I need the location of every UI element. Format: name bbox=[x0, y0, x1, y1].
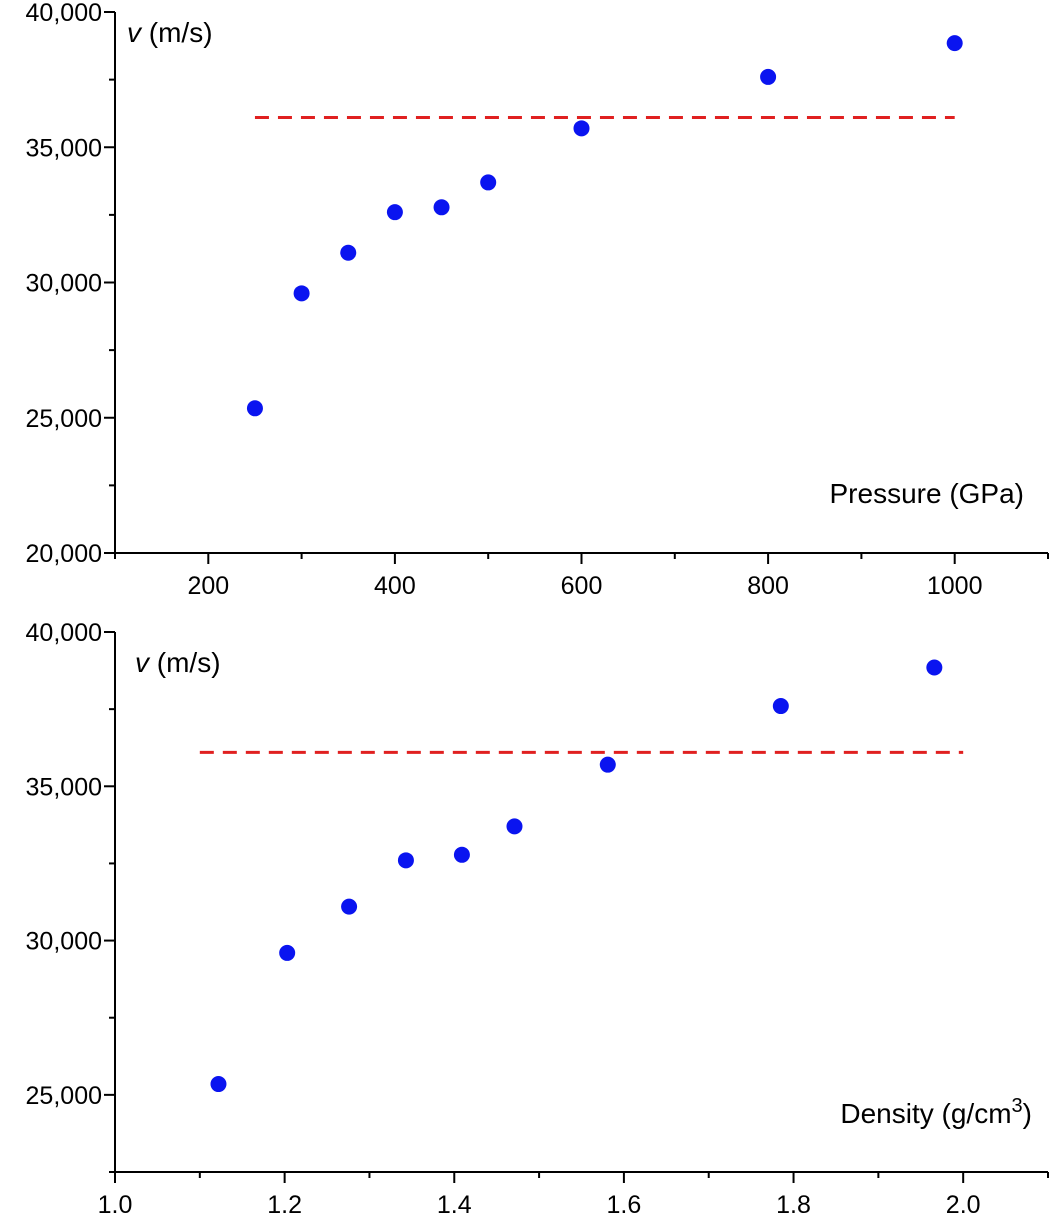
pressure-x-tick-label: 800 bbox=[747, 572, 789, 600]
density-panel: 25,000 30,000 35,000 40,000 1.0 1.2 1.4 1.6 1.8 2… bbox=[26, 619, 1049, 1219]
density-data-point bbox=[506, 818, 523, 835]
density-data-point bbox=[279, 944, 296, 961]
density-data-point bbox=[341, 898, 358, 915]
density-data-point bbox=[453, 846, 470, 863]
pressure-y-axis-title: v (m/s) bbox=[127, 17, 213, 48]
density-x-axis-title: Density (g/cm3) bbox=[840, 1095, 1032, 1129]
pressure-y-tick-label: 30,000 bbox=[26, 270, 102, 298]
density-y-tick-label: 40,000 bbox=[26, 619, 102, 647]
pressure-x-tick-label: 400 bbox=[374, 572, 416, 600]
density-data-point bbox=[926, 659, 943, 676]
density-x-tick-label: 1.4 bbox=[437, 1191, 472, 1219]
density-y-tick-label: 25,000 bbox=[26, 1082, 102, 1110]
pressure-y-tick-label: 40,000 bbox=[26, 0, 102, 27]
density-data-point bbox=[599, 756, 616, 773]
pressure-data-point bbox=[573, 120, 590, 137]
pressure-data-point bbox=[433, 199, 450, 216]
pressure-data-point bbox=[293, 285, 310, 302]
density-data-point bbox=[397, 852, 414, 869]
pressure-x-tick-label: 1000 bbox=[927, 572, 983, 600]
pressure-y-tick-label: 25,000 bbox=[26, 405, 102, 433]
pressure-x-tick-label: 200 bbox=[187, 572, 229, 600]
density-y-tick-label: 35,000 bbox=[26, 773, 102, 801]
density-x-tick-label: 1.8 bbox=[776, 1191, 811, 1219]
density-x-tick-label: 1.0 bbox=[98, 1191, 133, 1219]
pressure-y-tick-label: 35,000 bbox=[26, 134, 102, 162]
pressure-data-point bbox=[760, 68, 777, 85]
pressure-data-point bbox=[246, 400, 263, 417]
pressure-data-point bbox=[386, 204, 403, 221]
pressure-x-tick-label: 600 bbox=[561, 572, 603, 600]
pressure-data-point bbox=[480, 174, 497, 191]
density-y-axis-title: v (m/s) bbox=[135, 647, 221, 678]
pressure-data-point bbox=[946, 35, 963, 52]
density-y-tick-label: 30,000 bbox=[26, 928, 102, 956]
pressure-data-point bbox=[340, 244, 357, 261]
density-data-point bbox=[772, 698, 789, 715]
density-x-tick-label: 1.6 bbox=[607, 1191, 642, 1219]
density-x-tick-label: 2.0 bbox=[946, 1191, 981, 1219]
density-x-tick-label: 1.2 bbox=[267, 1191, 302, 1219]
pressure-panel: 20,000 25,000 30,000 35,000 40,000 200 400 600 8… bbox=[26, 0, 1049, 600]
pressure-x-axis-title: Pressure (GPa) bbox=[830, 478, 1025, 509]
density-data-point bbox=[210, 1076, 227, 1093]
pressure-y-tick-label: 20,000 bbox=[26, 540, 102, 568]
